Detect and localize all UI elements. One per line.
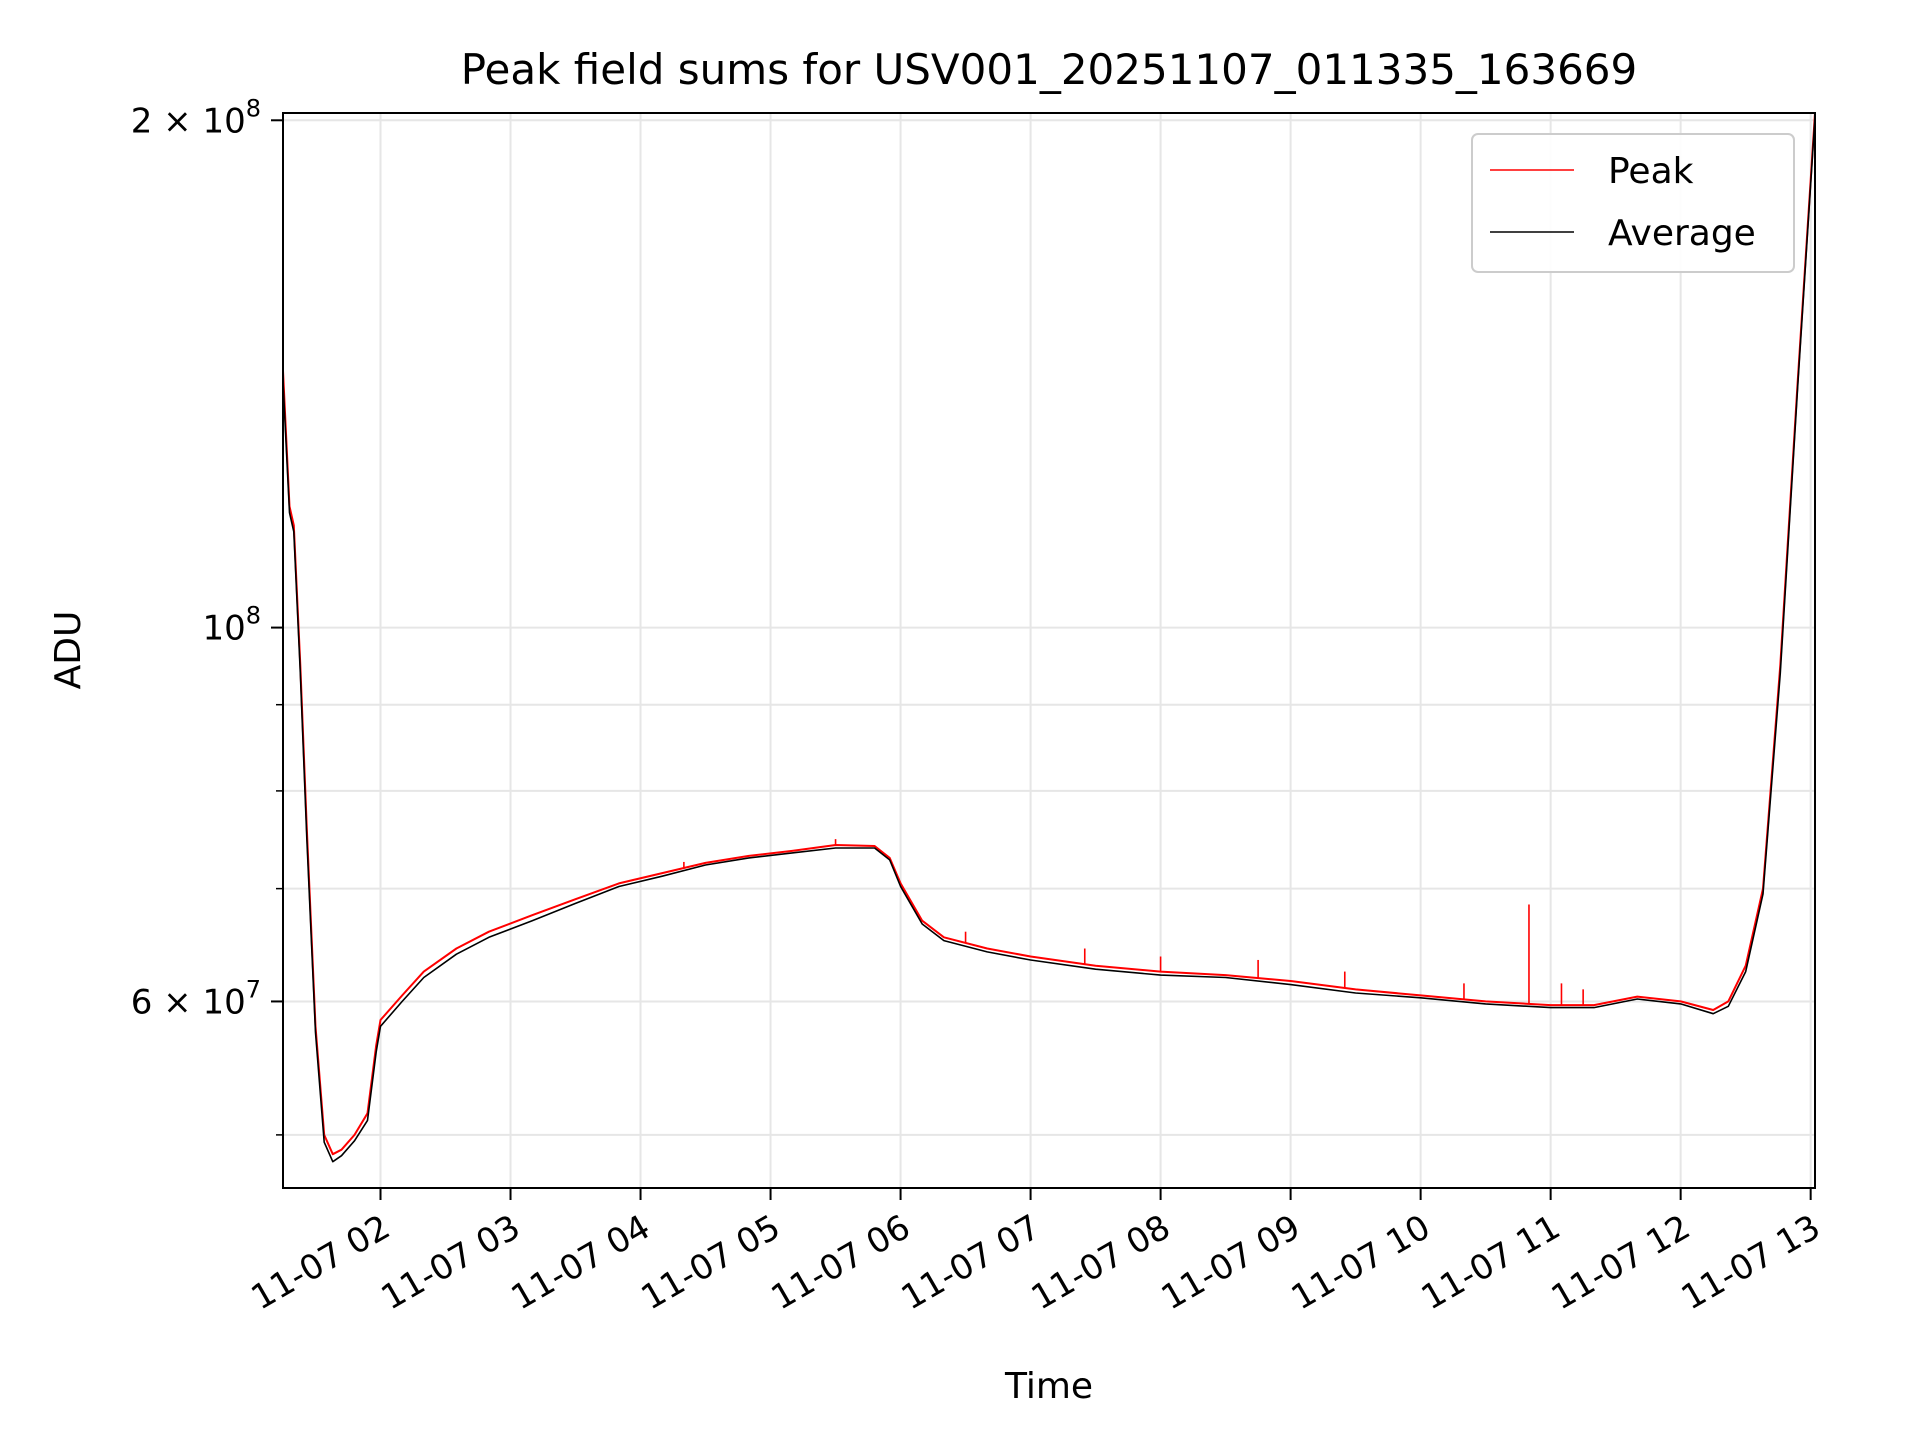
y-tick-label: 2 × 108 <box>131 94 261 141</box>
y-tick-label-base: 6 × 10 <box>131 982 246 1022</box>
grid <box>283 113 1815 1188</box>
legend-label-average: Average <box>1608 213 1756 254</box>
legend: Peak Average <box>1471 133 1795 273</box>
y-axis-label: ADU <box>48 611 89 690</box>
legend-label-peak: Peak <box>1608 151 1694 192</box>
y-tick-label-base: 10 <box>202 609 245 649</box>
y-tick-label: 6 × 107 <box>131 975 261 1022</box>
plot-area <box>283 113 1815 1163</box>
x-axis-label: Time <box>1004 1366 1093 1407</box>
chart-title: Peak field sums for USV001_20251107_0113… <box>461 45 1638 94</box>
y-tick-label-exponent: 8 <box>246 602 261 630</box>
axes-frame <box>282 112 1816 1189</box>
y-tick-label-exponent: 7 <box>246 975 261 1003</box>
y-tick-label-base: 2 × 10 <box>131 101 246 141</box>
series-line-peak <box>283 113 1815 1156</box>
y-tick-label: 108 <box>202 602 261 649</box>
y-tick-label-exponent: 8 <box>246 94 261 122</box>
series-line-average <box>283 116 1815 1163</box>
legend-box <box>1471 133 1795 273</box>
